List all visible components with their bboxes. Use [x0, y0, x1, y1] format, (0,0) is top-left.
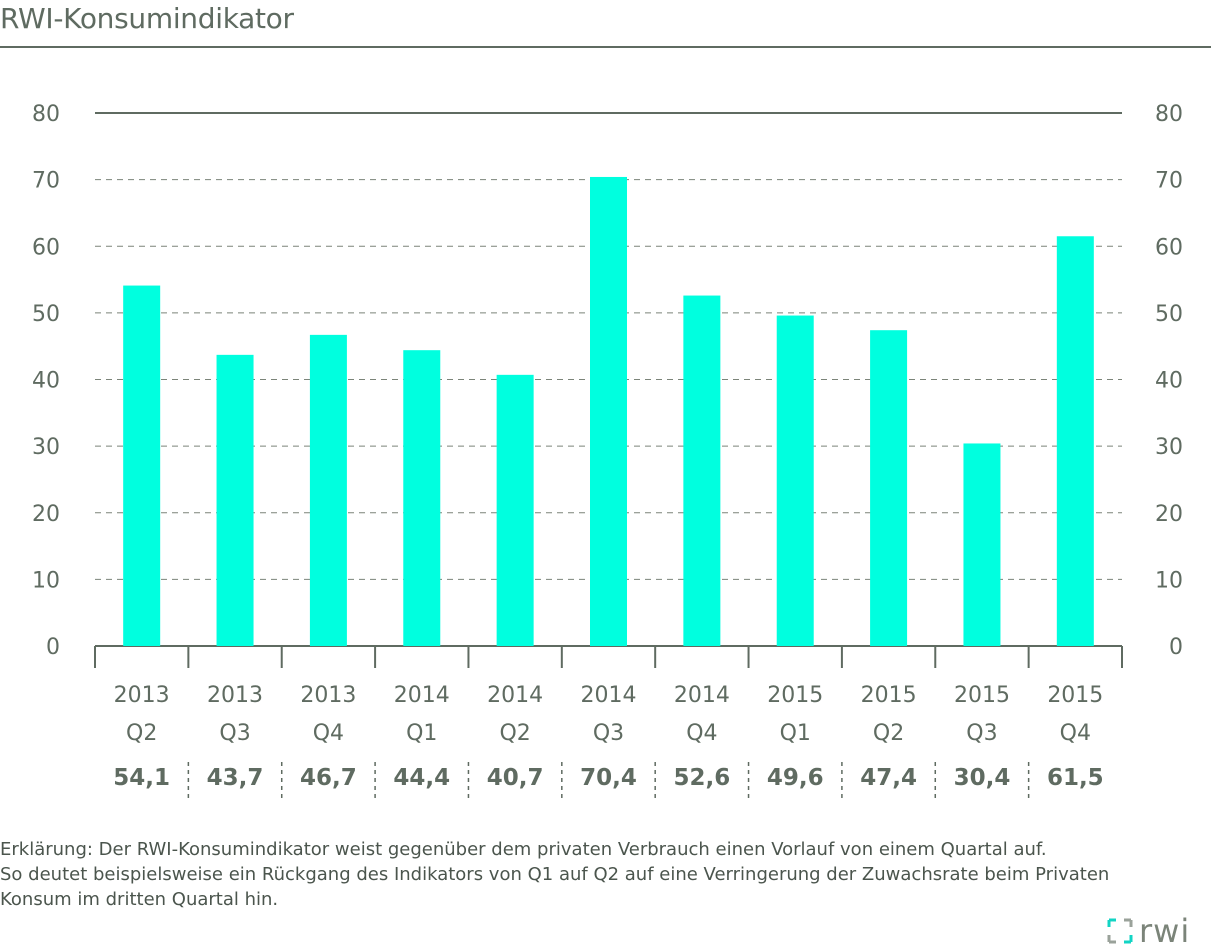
y-tick-label-right: 10 — [1155, 568, 1183, 593]
x-tick-label-year: 2014 — [581, 683, 637, 708]
x-tick-label-quarter: Q1 — [780, 721, 811, 746]
x-tick-label-year: 2013 — [114, 683, 170, 708]
value-label: 46,7 — [300, 765, 357, 791]
y-tick-label-right: 80 — [1155, 102, 1183, 127]
x-tick-label-year: 2014 — [487, 683, 543, 708]
explanation-note: Erklärung: Der RWI-Konsumindikator weist… — [0, 837, 1211, 912]
value-label: 70,4 — [580, 765, 637, 791]
y-tick-label-left: 60 — [32, 235, 60, 260]
rwi-logo-text: rwi — [1139, 915, 1190, 945]
title-divider — [0, 46, 1211, 48]
value-label: 47,4 — [860, 765, 917, 791]
bar — [216, 354, 254, 646]
y-tick-label-left: 40 — [32, 369, 60, 394]
x-tick-label-year: 2015 — [954, 683, 1010, 708]
bar-chart: 0 0 10 10 20 20 30 30 40 40 50 50 60 60 70 70 80 80 2013 Q2… — [32, 102, 1183, 800]
value-label: 43,7 — [207, 765, 264, 791]
x-tick-label-quarter: Q2 — [873, 721, 904, 746]
y-tick-label-right: 40 — [1155, 369, 1183, 394]
bar — [309, 334, 347, 646]
bar — [963, 443, 1001, 646]
y-tick-label-left: 80 — [32, 102, 60, 127]
y-tick-label-left: 30 — [32, 435, 60, 460]
bar — [1056, 236, 1094, 646]
value-label: 44,4 — [393, 765, 450, 791]
x-tick-label-quarter: Q3 — [966, 721, 997, 746]
rwi-logo-mark-icon — [1107, 918, 1133, 944]
x-tick-label-year: 2014 — [674, 683, 730, 708]
bar — [590, 176, 627, 646]
value-label: 52,6 — [673, 765, 730, 791]
bar — [776, 315, 814, 646]
value-label: 54,1 — [113, 765, 170, 791]
bar — [870, 330, 908, 646]
chart-title: RWI-Konsumindikator — [0, 2, 294, 35]
y-tick-label-left: 10 — [32, 568, 60, 593]
y-tick-label-right: 50 — [1155, 302, 1183, 327]
note-line-2: So deutet beispielsweise ein Rückgang de… — [0, 864, 1110, 885]
y-tick-label-right: 60 — [1155, 235, 1183, 260]
x-tick-label-quarter: Q3 — [219, 721, 250, 746]
x-tick-label-quarter: Q4 — [686, 721, 717, 746]
bar — [683, 295, 721, 646]
y-tick-label-right: 30 — [1155, 435, 1183, 460]
x-tick-label-year: 2015 — [861, 683, 917, 708]
x-tick-label-year: 2015 — [767, 683, 823, 708]
y-tick-label-right: 20 — [1155, 502, 1183, 527]
x-tick-label-year: 2013 — [207, 683, 263, 708]
x-tick-label-quarter: Q4 — [313, 721, 344, 746]
y-tick-label-left: 50 — [32, 302, 60, 327]
note-line-1: Erklärung: Der RWI-Konsumindikator weist… — [0, 839, 1047, 860]
y-tick-label-left: 0 — [46, 635, 60, 660]
x-tick-label-year: 2014 — [394, 683, 450, 708]
note-line-3: Konsum im dritten Quartal hin. — [0, 889, 279, 910]
x-tick-label-quarter: Q2 — [499, 721, 530, 746]
x-tick-label-year: 2015 — [1047, 683, 1103, 708]
y-tick-label-left: 20 — [32, 502, 60, 527]
x-tick-label-quarter: Q1 — [406, 721, 437, 746]
x-tick-label-year: 2013 — [300, 683, 356, 708]
y-tick-label-right: 70 — [1155, 169, 1183, 194]
bar — [123, 285, 161, 646]
bar — [496, 374, 534, 646]
y-tick-label-right: 0 — [1169, 635, 1183, 660]
value-label: 61,5 — [1047, 765, 1104, 791]
value-label: 30,4 — [954, 765, 1011, 791]
y-tick-label-left: 70 — [32, 169, 60, 194]
rwi-logo: rwi — [1107, 915, 1207, 945]
x-tick-label-quarter: Q2 — [126, 721, 157, 746]
value-label: 49,6 — [767, 765, 824, 791]
x-tick-label-quarter: Q3 — [593, 721, 624, 746]
value-label: 40,7 — [487, 765, 544, 791]
x-tick-label-quarter: Q4 — [1060, 721, 1091, 746]
bar — [403, 350, 441, 646]
